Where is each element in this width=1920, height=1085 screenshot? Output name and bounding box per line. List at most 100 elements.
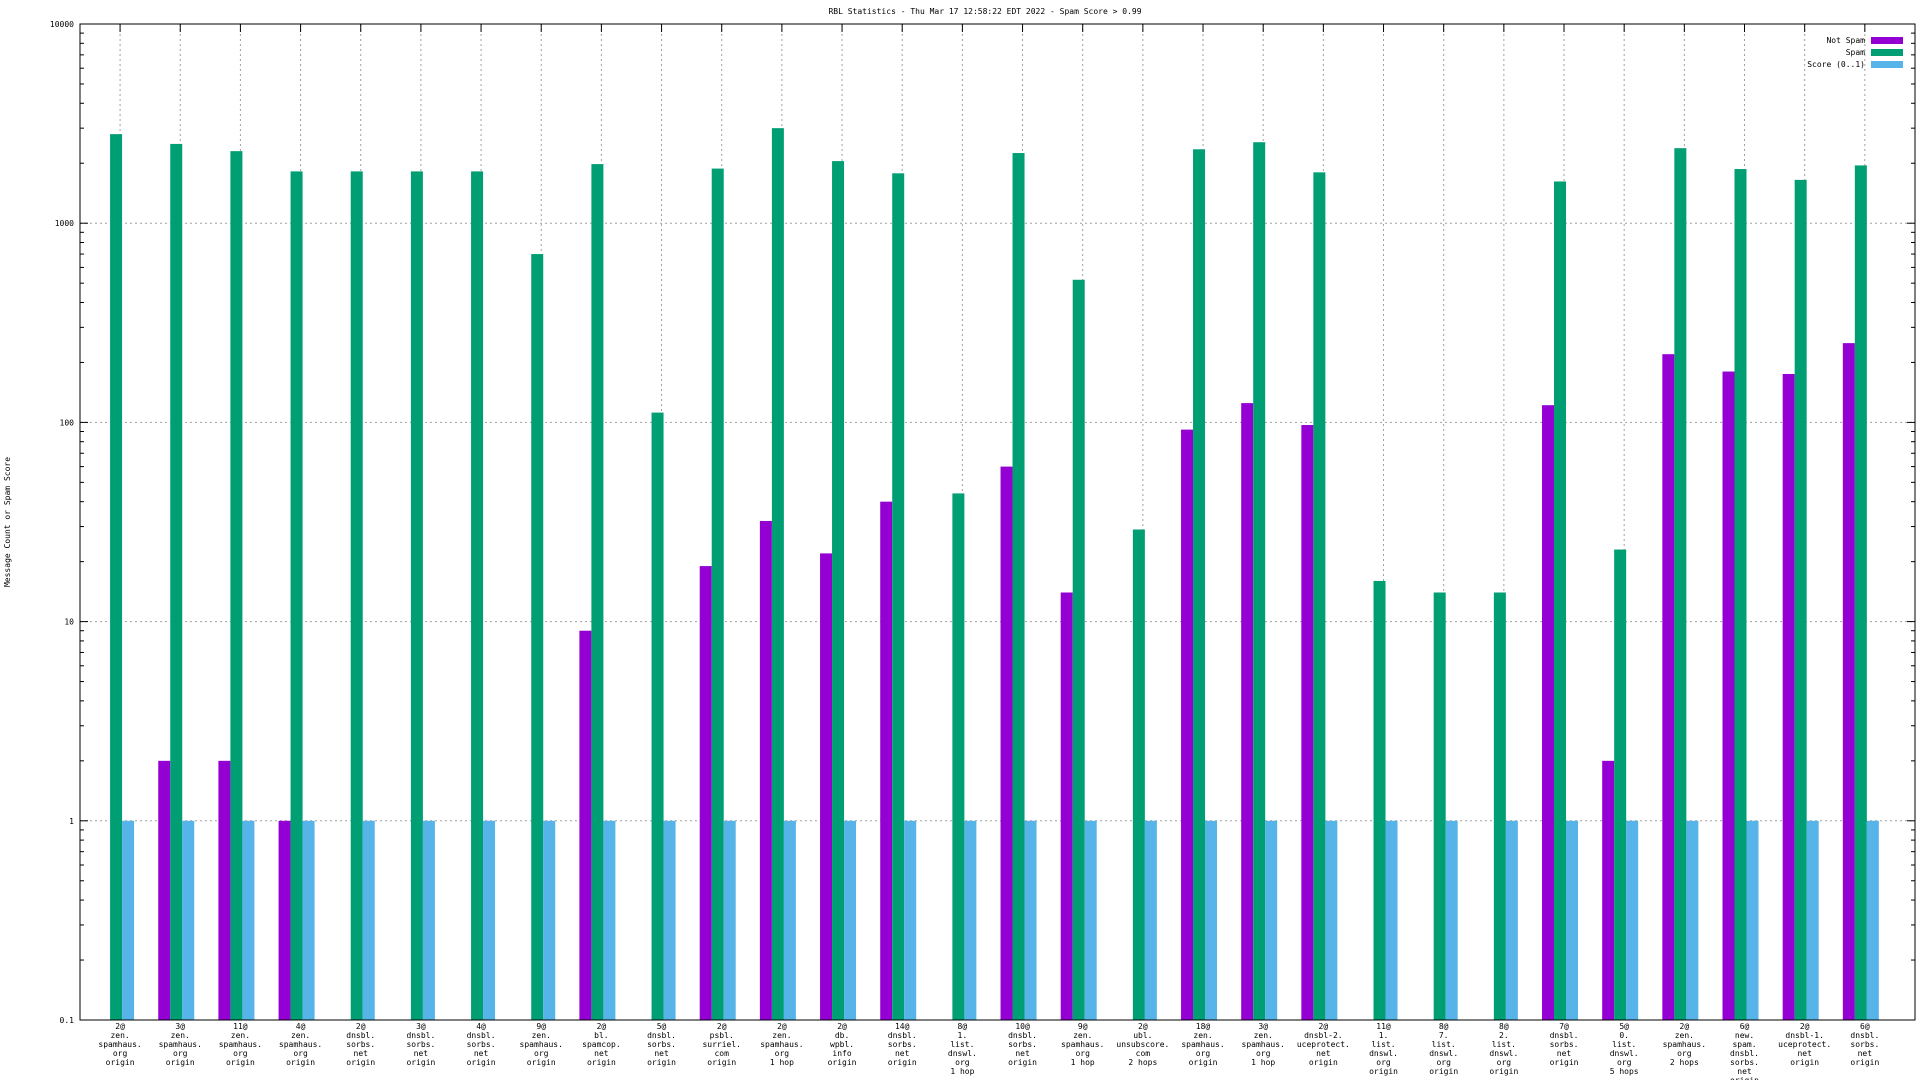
x-tick-label-line: 0.	[1619, 1031, 1629, 1040]
x-tick-label: 9@ zen. spamhaus. org origin	[520, 1022, 563, 1067]
bar-spam	[110, 134, 123, 1021]
x-tick-label-line: dnsbl.	[1850, 1031, 1879, 1040]
x-tick-label: 2@ db. wpbl. info origin	[828, 1022, 857, 1067]
bar-score-0-1	[302, 820, 315, 1020]
x-tick-label: 2@ ubl. unsubscore. com 2 hops	[1116, 1022, 1169, 1067]
x-tick-label-line: 3@	[175, 1022, 185, 1031]
x-tick-label-line: origin	[1790, 1058, 1819, 1067]
bar-not-spam	[1602, 760, 1615, 1020]
x-tick-label-line: spamhaus.	[1181, 1040, 1224, 1049]
x-tick-label-line: origin	[1369, 1067, 1398, 1076]
bar-spam	[170, 143, 183, 1020]
bar-score-0-1	[844, 820, 857, 1020]
bar-score-0-1	[964, 820, 977, 1020]
x-tick-label: 2@ zen. spamhaus. org 2 hops	[1663, 1022, 1706, 1067]
x-tick-label-line: 2 hops	[1670, 1058, 1699, 1067]
x-tick-label-line: dnsbl-2.	[1304, 1031, 1343, 1040]
x-tick-label-line: 2@	[1319, 1022, 1329, 1031]
bar-score-0-1	[783, 820, 796, 1020]
x-tick-label-line: 8@	[958, 1022, 968, 1031]
bar-spam	[651, 412, 664, 1020]
y-tick-label: 1000	[55, 219, 74, 228]
x-tick-label-line: origin	[346, 1058, 375, 1067]
bar-spam	[230, 151, 243, 1021]
bar-not-spam	[1542, 405, 1555, 1020]
x-tick-label-line: uceprotect.	[1297, 1040, 1350, 1049]
bar-score-0-1	[182, 820, 195, 1020]
x-tick-label-line: dnsbl.	[406, 1031, 435, 1040]
y-tick-label: 10	[64, 618, 74, 627]
bar-spam	[1313, 172, 1326, 1020]
x-tick-label-line: 11@	[1376, 1022, 1391, 1031]
bar-score-0-1	[1144, 820, 1157, 1020]
x-tick-label-line: spamhaus.	[1061, 1040, 1104, 1049]
x-tick-label-line: origin	[1008, 1058, 1037, 1067]
bar-not-spam	[158, 760, 171, 1020]
x-tick-label: 3@ zen. spamhaus. org 1 hop	[1242, 1022, 1285, 1067]
x-tick-label-line: 2@	[1680, 1022, 1690, 1031]
y-tick-label: 10000	[50, 20, 74, 29]
bar-spam	[1493, 592, 1506, 1020]
x-tick-label-line: org	[775, 1049, 790, 1058]
x-tick-label-line: 4@	[476, 1022, 486, 1031]
x-tick-label: 2@ dnsbl-1. uceprotect. net origin	[1778, 1022, 1831, 1067]
x-tick-label: 18@ zen. spamhaus. org origin	[1181, 1022, 1224, 1067]
x-tick-label-line: net	[1858, 1049, 1873, 1058]
x-tick-label-line: spamhaus.	[760, 1040, 803, 1049]
bar-spam	[1794, 179, 1807, 1020]
bar-score-0-1	[483, 820, 496, 1020]
x-tick-label-line: zen.	[772, 1031, 791, 1040]
x-tick-label-line: sorbs.	[346, 1040, 375, 1049]
bar-not-spam	[820, 553, 833, 1020]
x-tick-label-line: 1.	[958, 1031, 968, 1040]
x-tick-label-line: 1 hop	[1251, 1058, 1275, 1067]
x-tick-label-line: 14@	[895, 1022, 910, 1031]
x-tick-label: 3@ zen. spamhaus. org origin	[159, 1022, 202, 1067]
x-tick-label-line: db.	[835, 1031, 849, 1040]
x-tick-label-line: dnsbl.	[467, 1031, 496, 1040]
x-tick-label-line: spamhaus.	[520, 1040, 563, 1049]
legend-swatch	[1871, 37, 1903, 44]
x-tick-label-line: 5@	[1619, 1022, 1629, 1031]
x-tick-label-line: uceprotect.	[1778, 1040, 1831, 1049]
x-tick-label-line: net	[1015, 1049, 1030, 1058]
x-tick-label-line: unsubscore.	[1116, 1040, 1169, 1049]
x-tick-label-line: 2@	[837, 1022, 847, 1031]
x-tick-label-line: dnsbl.	[888, 1031, 917, 1040]
x-tick-label-line: psbl.	[710, 1031, 734, 1040]
x-tick-label-line: 4@	[296, 1022, 306, 1031]
x-tick-label-line: dnsbl.	[1550, 1031, 1579, 1040]
x-tick-label-line: sorbs.	[1850, 1040, 1879, 1049]
legend-swatch	[1871, 49, 1903, 56]
x-tick-label-line: sorbs.	[1730, 1058, 1759, 1067]
bar-spam	[892, 173, 905, 1020]
x-tick-label-line: spamhaus.	[159, 1040, 202, 1049]
x-tick-label-line: org	[293, 1049, 308, 1058]
x-tick-label: 5@ dnsbl. sorbs. net origin	[647, 1022, 676, 1067]
x-tick-label-line: origin	[1309, 1058, 1338, 1067]
bar-not-spam	[699, 566, 712, 1020]
bar-not-spam	[1181, 429, 1194, 1020]
chart-title: RBL Statistics - Thu Mar 17 12:58:22 EDT…	[828, 7, 1141, 16]
bar-score-0-1	[122, 820, 135, 1020]
x-tick-label-line: 2@	[115, 1022, 125, 1031]
x-tick-label-line: 2.	[1499, 1031, 1509, 1040]
x-tick-label-line: spamhaus.	[219, 1040, 262, 1049]
x-tick-label-line: org	[113, 1049, 128, 1058]
x-tick-label-line: 11@	[233, 1022, 248, 1031]
x-tick-label-line: 5 hops	[1610, 1067, 1639, 1076]
x-tick-label-line: dnswl.	[1369, 1049, 1398, 1058]
legend-label: Not Spam	[1826, 36, 1865, 45]
bar-spam	[1854, 165, 1867, 1020]
x-tick-label-line: zen.	[171, 1031, 190, 1040]
bar-score-0-1	[1445, 820, 1458, 1020]
bar-spam	[1193, 149, 1206, 1021]
y-tick-label: 0.1	[60, 1016, 75, 1025]
x-tick-label-line: 2@	[1138, 1022, 1148, 1031]
x-tick-label-line: ubl.	[1133, 1031, 1152, 1040]
x-tick-label-line: origin	[828, 1058, 857, 1067]
x-tick-label-line: spamhaus.	[1663, 1040, 1706, 1049]
x-tick-label-line: list.	[1432, 1040, 1456, 1049]
x-tick-label: 8@ 7. list. dnswl. org origin	[1429, 1022, 1458, 1076]
